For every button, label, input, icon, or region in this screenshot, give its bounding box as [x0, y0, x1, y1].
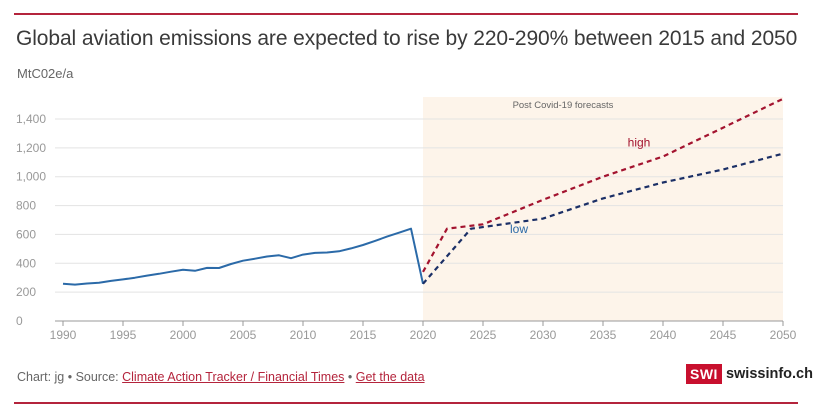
chart-title: Global aviation emissions are expected t… — [16, 27, 798, 50]
low-series-label: low — [510, 222, 528, 236]
x-tick-label: 2005 — [230, 328, 257, 342]
forecast-region-label: Post Covid-19 forecasts — [513, 100, 614, 111]
y-tick-label: 600 — [16, 227, 36, 241]
series-line-high — [422, 97, 784, 273]
y-tick-label: 1,400 — [16, 112, 46, 126]
swi-logo-box: SWI — [686, 364, 722, 384]
source-link[interactable]: Climate Action Tracker / Financial Times — [122, 370, 345, 384]
y-tick-label: 1,000 — [16, 170, 46, 184]
y-tick-label: 200 — [16, 285, 36, 299]
footer-prefix: Chart: jg • Source: — [17, 370, 123, 384]
series-line-historic — [62, 227, 424, 286]
forecast-region — [423, 97, 783, 321]
x-tick-label: 2040 — [650, 328, 677, 342]
series-line-low — [422, 152, 784, 285]
x-tick-label: 1995 — [110, 328, 137, 342]
y-tick-label: 400 — [16, 256, 36, 270]
x-tick-label: 2050 — [770, 328, 797, 342]
chart-footer: Chart: jg • Source: Climate Action Track… — [17, 370, 425, 384]
x-tick-label: 2020 — [410, 328, 437, 342]
x-tick-label: 2035 — [590, 328, 617, 342]
swissinfo-logo-text: swissinfo.ch — [725, 366, 813, 382]
x-tick-label: 2045 — [710, 328, 737, 342]
bottom-rule — [14, 402, 798, 404]
swissinfo-logo[interactable]: SWI swissinfo.ch — [686, 364, 813, 384]
x-tick-label: 2015 — [350, 328, 377, 342]
x-tick-label: 2010 — [290, 328, 317, 342]
get-data-link[interactable]: Get the data — [355, 370, 425, 384]
y-tick-label: 800 — [16, 199, 36, 213]
unit-label: MtC02e/a — [17, 66, 74, 81]
x-tick-label: 2000 — [170, 328, 197, 342]
footer-separator: • — [344, 370, 356, 384]
high-series-label: high — [628, 135, 651, 149]
x-tick-label: 2030 — [530, 328, 557, 342]
y-tick-label: 0 — [16, 314, 23, 328]
top-rule — [14, 13, 798, 15]
x-tick-label: 2025 — [470, 328, 497, 342]
x-tick-label: 1990 — [50, 328, 77, 342]
y-tick-label: 1,200 — [16, 141, 46, 155]
emissions-chart: Post Covid-19 forecasts 0 200 400 600 800 1,00… — [16, 97, 797, 342]
